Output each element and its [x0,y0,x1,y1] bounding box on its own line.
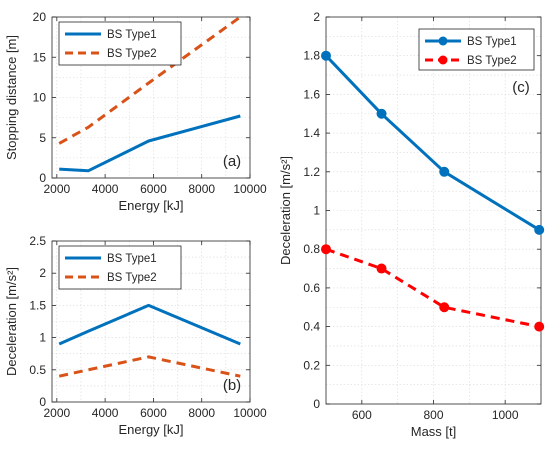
x-tick-label: 2000 [43,182,70,196]
x-tick-label: 4000 [92,182,119,196]
series-line [58,303,241,346]
y-tick-label: 1.6 [303,87,320,101]
data-point [376,108,387,119]
y-tick-label: 0.5 [29,363,46,377]
series-line [325,247,540,329]
y-tick-label: 1.5 [29,298,46,312]
x-tick-label: 1000 [492,408,519,422]
data-point [376,263,387,274]
y-tick-label: 2.5 [29,234,46,248]
legend-box [418,28,535,71]
y-axis-label: Deceleration [m/s²] [278,156,293,265]
legend-label: BS Type1 [107,29,157,41]
y-tick-label: 1 [313,204,320,218]
data-point [534,224,545,235]
legend-label: BS Type1 [467,36,517,48]
y-tick-label: 0.6 [303,281,320,295]
panel-label: (a) [223,153,241,170]
chart-panel-c: 600 800 1000 0 0.2 0.4 0.6 0.8 1 1.2 1.4 1.6 1.8 2 Mas… [278,10,545,439]
y-tick-label: 1.4 [303,126,320,140]
series-2 [58,355,241,378]
legend: BS Type1 BS Type2 [418,28,535,71]
x-tick-label: 4000 [92,406,119,420]
series-line [324,54,540,232]
y-tick-label: 1.2 [303,165,320,179]
x-tick-label: 8000 [188,406,215,420]
series-line [59,114,241,173]
y-tick-label: 0.4 [303,320,320,334]
panel-label: (c) [512,79,530,96]
x-axis-label: Energy [kJ] [118,198,183,213]
y-tick-label: 20 [33,10,47,24]
data-point [439,302,450,313]
series-1 [321,50,545,235]
legend-marker [438,36,448,46]
y-tick-label: 15 [33,50,47,64]
legend-label: BS Type2 [107,48,157,60]
data-point [321,50,331,61]
legend-box [58,245,182,290]
legend-label: BS Type1 [107,253,157,265]
axes-box [51,240,251,403]
panel-label: (b) [223,377,241,394]
y-tick-label: 0.2 [303,358,320,372]
x-tick-label: 10000 [233,182,267,196]
y-tick-label: 1.8 [303,49,320,63]
x-tick-label: 6000 [140,406,167,420]
y-tick-label: 1 [39,331,46,345]
x-axis-label: Mass [t] [411,424,457,439]
legend-label: BS Type2 [467,55,517,67]
legend-marker [438,55,448,65]
y-tick-label: 10 [33,91,47,105]
x-tick-label: 600 [352,408,372,422]
y-tick-label: 2 [39,266,46,280]
x-tick-label: 800 [423,408,443,422]
x-tick-label: 6000 [140,182,167,196]
y-axis-label: Deceleration [m/s²] [4,267,19,376]
y-tick-label: 0 [39,171,46,185]
series-2 [58,15,242,145]
legend: BS Type1 BS Type2 [58,21,182,66]
y-tick-label: 2 [313,10,320,24]
data-point [534,321,545,332]
x-axis-label: Energy [kJ] [118,422,183,437]
legend-label: BS Type2 [107,272,157,284]
chart-panel-a: 2000 4000 6000 8000 10000 0 5 10 15 20 Energy [kJ]… [4,10,267,213]
series-2 [321,244,545,332]
chart-panel-b: 2000 4000 6000 8000 10000 0 0.5 1 1.5 2 2.5 Energy … [4,234,267,437]
series-line [58,15,242,145]
x-tick-label: 10000 [233,406,267,420]
data-point [439,166,450,177]
x-tick-label: 8000 [188,182,215,196]
series-1 [59,114,241,173]
data-point [321,244,331,255]
y-tick-label: 0.8 [303,242,320,256]
y-tick-label: 0 [313,397,320,411]
y-tick-label: 0 [39,395,46,409]
series-line [58,355,241,378]
x-tick-label: 2000 [43,406,70,420]
series-1 [58,303,241,346]
legend-box [58,21,182,66]
legend: BS Type1 BS Type2 [58,245,182,290]
y-tick-label: 5 [39,131,46,145]
y-axis-label: Stopping distance [m] [4,35,19,160]
